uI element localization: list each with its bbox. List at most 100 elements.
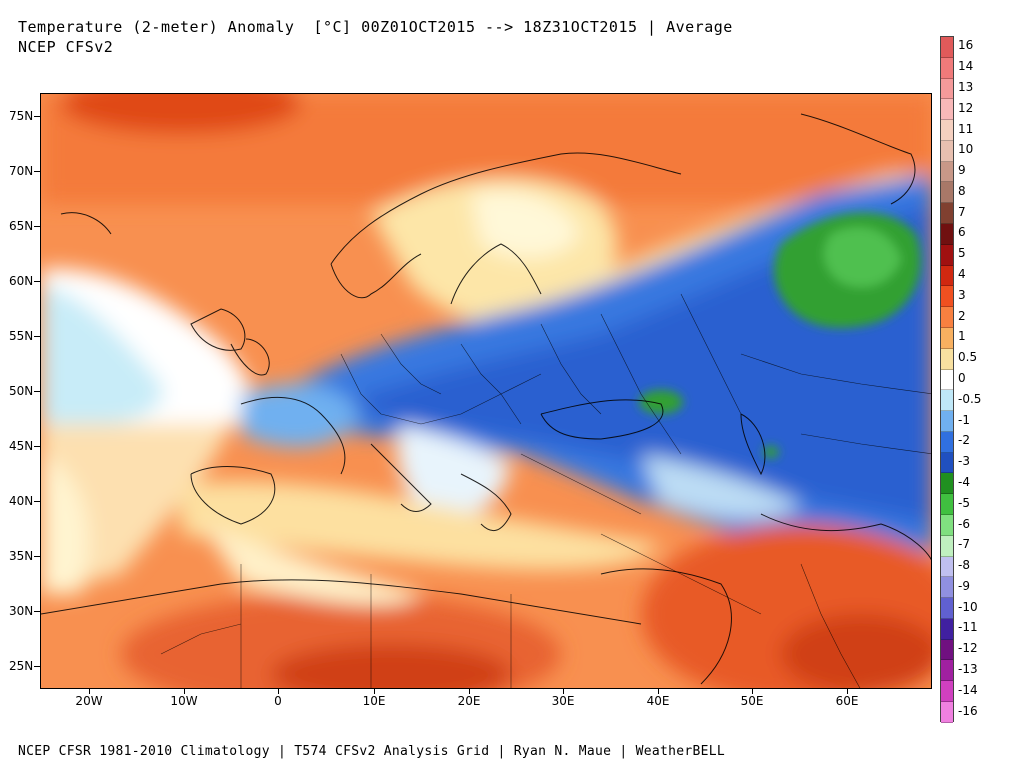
legend-swatch bbox=[941, 37, 953, 58]
legend-label: 14 bbox=[958, 59, 974, 74]
legend-label: -7 bbox=[958, 537, 970, 552]
legend-label: -4 bbox=[958, 474, 970, 489]
legend-swatch bbox=[941, 140, 953, 162]
legend-label: 13 bbox=[958, 79, 974, 94]
lat-label: 75N bbox=[9, 109, 34, 123]
footer-credits: NCEP CFSR 1981-2010 Climatology | T574 C… bbox=[18, 744, 726, 759]
lon-tick bbox=[847, 689, 848, 694]
color-scale-legend bbox=[940, 36, 954, 723]
lon-label: 50E bbox=[740, 694, 764, 708]
legend-label: -16 bbox=[958, 703, 978, 718]
lon-tick bbox=[469, 689, 470, 694]
legend-label: 2 bbox=[958, 308, 966, 323]
lon-tick bbox=[89, 689, 90, 694]
lon-tick bbox=[752, 689, 753, 694]
lat-label: 70N bbox=[9, 164, 34, 178]
legend-label: -11 bbox=[958, 620, 978, 635]
legend-label: -2 bbox=[958, 433, 970, 448]
legend-swatch bbox=[941, 411, 953, 432]
legend-label: -12 bbox=[958, 641, 978, 656]
legend-label: 0 bbox=[958, 371, 966, 385]
legend-swatch bbox=[941, 327, 953, 349]
lat-tick bbox=[34, 556, 40, 557]
lat-tick bbox=[34, 336, 40, 337]
lon-tick bbox=[184, 689, 185, 694]
legend-swatch bbox=[941, 431, 953, 453]
legend-label: 0.5 bbox=[958, 350, 978, 365]
legend-label: 12 bbox=[958, 100, 974, 115]
lat-tick bbox=[34, 446, 40, 447]
legend-swatch bbox=[941, 577, 953, 599]
lat-tick bbox=[34, 611, 40, 612]
legend-swatch bbox=[941, 78, 953, 100]
lon-label: 20E bbox=[457, 694, 481, 708]
lat-label: 40N bbox=[9, 494, 34, 508]
legend-label: -13 bbox=[958, 662, 978, 677]
lat-label: 50N bbox=[9, 384, 34, 398]
legend-swatch bbox=[941, 514, 953, 536]
legend-label: 10 bbox=[958, 142, 974, 157]
legend-label: 4 bbox=[958, 267, 966, 282]
legend-label: 5 bbox=[958, 246, 966, 261]
lon-label: 30E bbox=[551, 694, 575, 708]
legend-swatch bbox=[941, 452, 953, 474]
legend-label: -0.5 bbox=[958, 391, 982, 406]
lat-tick bbox=[34, 391, 40, 392]
lon-label: 20W bbox=[75, 694, 103, 708]
lon-label: 60E bbox=[835, 694, 859, 708]
lon-label: 10E bbox=[362, 694, 386, 708]
legend-swatch bbox=[941, 348, 953, 370]
lat-label: 30N bbox=[9, 604, 34, 618]
map-title: Temperature (2-meter) Anomaly [°C] 00Z01… bbox=[18, 18, 733, 36]
legend-label: -10 bbox=[958, 599, 978, 614]
legend-swatch bbox=[941, 224, 953, 245]
lon-tick bbox=[374, 689, 375, 694]
legend-label: 11 bbox=[958, 121, 974, 136]
legend-label: -8 bbox=[958, 558, 970, 573]
legend-swatch bbox=[941, 702, 953, 723]
lon-tick bbox=[563, 689, 564, 694]
legend-swatch bbox=[941, 286, 953, 308]
legend-label: 1 bbox=[958, 329, 966, 344]
legend-swatch bbox=[941, 473, 953, 495]
anomaly-map bbox=[40, 93, 932, 689]
legend-label: -6 bbox=[958, 516, 970, 531]
legend-label: 8 bbox=[958, 183, 966, 198]
legend-label: -3 bbox=[958, 454, 970, 469]
legend-swatch bbox=[941, 203, 953, 225]
legend-label: 9 bbox=[958, 163, 966, 178]
lat-tick bbox=[34, 171, 40, 172]
legend-swatch bbox=[941, 307, 953, 328]
lat-tick bbox=[34, 116, 40, 117]
lat-tick bbox=[34, 501, 40, 502]
legend-label: -5 bbox=[958, 495, 970, 510]
legend-swatch bbox=[941, 618, 953, 640]
legend-swatch bbox=[941, 120, 953, 141]
legend-label: 6 bbox=[958, 225, 966, 240]
legend-label: 7 bbox=[958, 204, 966, 219]
legend-swatch bbox=[941, 660, 953, 682]
lat-tick bbox=[34, 226, 40, 227]
legend-swatch bbox=[941, 182, 953, 204]
lat-label: 55N bbox=[9, 329, 34, 343]
lon-label: 10W bbox=[170, 694, 198, 708]
legend-swatch bbox=[941, 556, 953, 578]
legend-swatch bbox=[941, 265, 953, 287]
legend-swatch bbox=[941, 390, 953, 412]
lon-tick bbox=[278, 689, 279, 694]
legend-label: -1 bbox=[958, 412, 970, 427]
legend-label: -14 bbox=[958, 682, 978, 697]
legend-swatch bbox=[941, 598, 953, 619]
model-name: NCEP CFSv2 bbox=[18, 38, 114, 56]
legend-swatch bbox=[941, 369, 953, 391]
legend-swatch bbox=[941, 99, 953, 121]
lat-label: 25N bbox=[9, 659, 34, 673]
lat-tick bbox=[34, 666, 40, 667]
legend-label: -9 bbox=[958, 578, 970, 593]
legend-swatch bbox=[941, 57, 953, 79]
legend-label: 3 bbox=[958, 287, 966, 302]
legend-swatch bbox=[941, 639, 953, 661]
lat-label: 35N bbox=[9, 549, 34, 563]
legend-swatch bbox=[941, 494, 953, 515]
legend-swatch bbox=[941, 535, 953, 557]
